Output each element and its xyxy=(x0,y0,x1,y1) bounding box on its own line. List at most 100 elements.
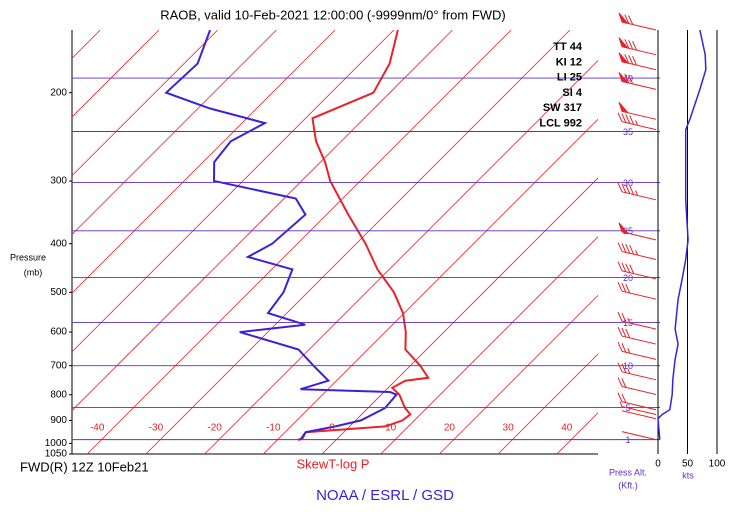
barb-feather xyxy=(632,40,638,51)
barb-feather xyxy=(625,184,631,194)
barb-feather xyxy=(629,185,635,195)
barb-feather xyxy=(621,363,627,373)
barb-pennant xyxy=(618,12,630,25)
x-tick-label: -10 xyxy=(266,423,281,434)
barb-staff xyxy=(621,335,657,345)
barb-staff xyxy=(621,320,657,330)
isotherm xyxy=(497,353,598,454)
barb-feather xyxy=(617,261,623,272)
barb-feather xyxy=(621,262,627,272)
barb-staff xyxy=(621,385,657,395)
barb-half-feather xyxy=(627,368,631,374)
barb-feather xyxy=(625,283,631,294)
credit: NOAA / ESRL / GSD xyxy=(316,487,454,504)
altitude-label: 10 xyxy=(623,361,633,371)
y-tick-label: 600 xyxy=(50,327,67,338)
barb-staff xyxy=(621,410,657,420)
wind-axis-label: kts xyxy=(682,470,694,480)
x-tick-label: -30 xyxy=(149,423,164,434)
barb-feather xyxy=(624,73,630,84)
barb-feather xyxy=(621,113,627,123)
isotherm xyxy=(72,30,395,353)
barb-feather xyxy=(621,282,627,293)
altitude-label: 20 xyxy=(623,273,633,283)
chart-title: RAOB, valid 10-Feb-2021 12:00:00 (-9999n… xyxy=(160,7,506,22)
x-tick-label: 0 xyxy=(329,423,335,434)
altitude-label: 30 xyxy=(623,178,633,188)
barb-staff xyxy=(621,270,657,280)
altitude-label: 35 xyxy=(623,127,633,137)
barb-feather xyxy=(625,328,631,339)
index-value: 992 xyxy=(564,117,582,129)
altitude-axis-label: (Kft.) xyxy=(618,480,638,490)
wind-barb xyxy=(617,377,657,395)
wind-tick-label: 50 xyxy=(682,459,694,470)
barb-half-feather xyxy=(635,190,639,196)
barb-feather xyxy=(617,326,623,337)
y-tick-label: 200 xyxy=(50,87,67,98)
barb-feather xyxy=(621,393,627,403)
index-label: SI 4 xyxy=(562,87,582,99)
barb-feather xyxy=(617,392,623,402)
index-value: 44 xyxy=(570,41,583,53)
barb-feather xyxy=(628,40,634,50)
isotherm xyxy=(72,30,160,118)
wind-barb xyxy=(618,52,657,71)
sounding-line xyxy=(164,30,399,441)
barb-feather xyxy=(629,115,635,125)
barb-feather xyxy=(628,15,634,25)
altitude-label: 25 xyxy=(623,226,633,236)
isotherm xyxy=(321,177,598,454)
index-name: KI xyxy=(556,56,567,68)
index-label: KI 12 xyxy=(556,56,582,68)
y-axis-label: (mb) xyxy=(24,267,43,277)
wind-barb xyxy=(619,401,657,416)
x-tick-label: -20 xyxy=(207,423,222,434)
wind-barb xyxy=(617,182,657,201)
index-value: 12 xyxy=(570,56,582,68)
isotherm xyxy=(263,118,598,454)
x-tick-label: 40 xyxy=(561,423,573,434)
wind-barb xyxy=(617,326,657,345)
isotherm xyxy=(439,294,598,454)
index-label: LI 25 xyxy=(557,72,582,84)
barb-staff xyxy=(621,191,657,201)
wind-barb xyxy=(621,431,657,441)
y-axis-label: Pressure xyxy=(10,252,46,262)
wind-barb xyxy=(617,392,657,411)
isotherm xyxy=(145,30,571,454)
y-tick-label: 400 xyxy=(50,238,67,249)
barb-half-feather xyxy=(635,120,639,126)
y-tick-label: 1000 xyxy=(45,438,68,449)
barb-staff xyxy=(621,350,657,360)
wind-barb xyxy=(617,362,657,381)
isotherm xyxy=(380,236,598,454)
barb-feather xyxy=(617,182,623,193)
index-name: TT xyxy=(553,41,567,53)
barb-feather xyxy=(625,244,631,254)
index-value: 4 xyxy=(576,87,583,99)
barb-pennant xyxy=(618,37,630,49)
altitude-label: 1 xyxy=(625,435,630,445)
wind-barb xyxy=(617,342,657,360)
index-value: 317 xyxy=(564,102,582,114)
barb-feather xyxy=(624,14,630,24)
altitude-label: 40 xyxy=(623,73,633,83)
altitude-axis-label: Press Alt. xyxy=(609,467,647,477)
plot-area xyxy=(72,30,598,454)
station-label: FWD(R) 12Z 10Feb21 xyxy=(20,459,149,474)
barb-staff xyxy=(621,371,657,381)
barb-feather xyxy=(617,311,623,322)
barb-half-feather xyxy=(627,317,631,324)
isotherm xyxy=(72,30,453,412)
index-label: TT 44 xyxy=(553,41,583,53)
barb-pennant xyxy=(618,52,630,64)
wind-barb xyxy=(617,281,657,300)
barb-half-feather xyxy=(635,249,639,256)
isotherm xyxy=(86,30,512,454)
barb-feather xyxy=(625,263,631,273)
x-tick-label: -40 xyxy=(90,423,105,434)
barb-feather xyxy=(632,55,638,66)
barb-feather xyxy=(617,362,623,373)
wind-barb xyxy=(618,222,657,241)
